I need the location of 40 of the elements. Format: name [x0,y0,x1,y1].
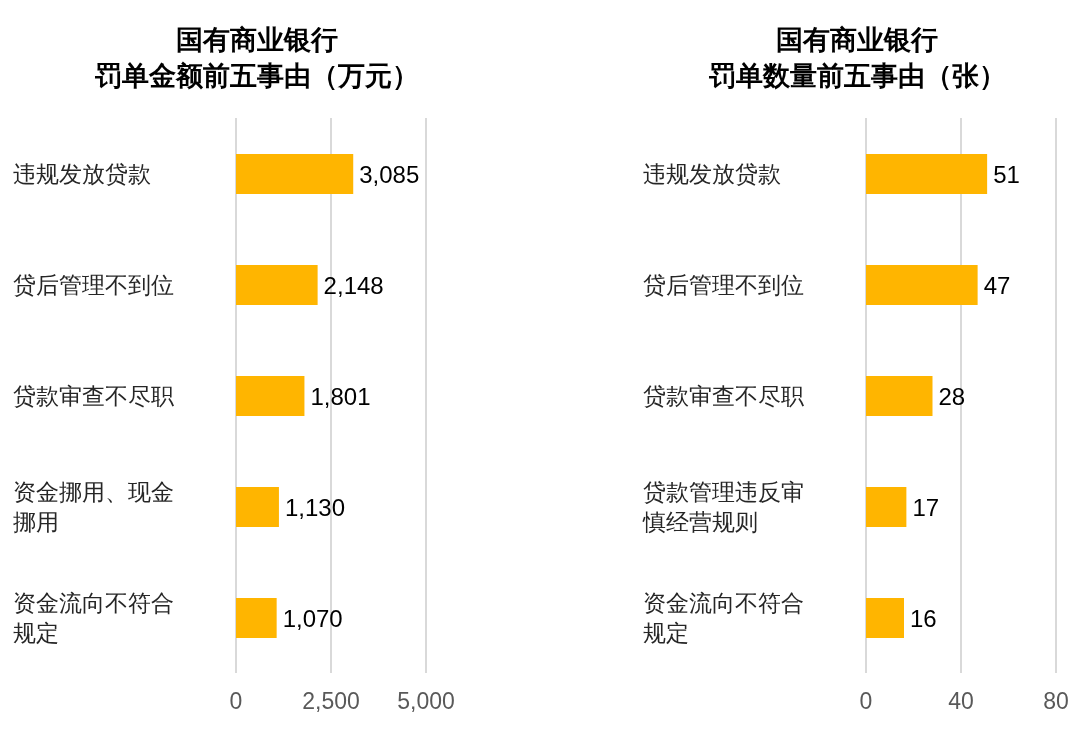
chart-title: 国有商业银行 [776,24,938,57]
data-label: 1,070 [282,604,343,632]
y-tick-label: 贷后管理不到位 [643,270,805,300]
x-tick-label: 80 [1043,688,1069,715]
y-tick-label: 违规发放贷款 [13,159,152,189]
x-tick-label: 0 [229,688,243,715]
y-tick-label: 资金流向不符合规定 [13,588,175,648]
bar [236,487,279,527]
bar [236,265,318,305]
data-label: 1,801 [310,382,371,410]
x-tick-label: 2,500 [302,688,360,715]
bar [866,265,978,305]
y-tick-label: 贷款审查不尽职 [643,381,805,411]
data-label: 1,130 [284,493,345,521]
chart-title: 国有商业银行 [176,24,338,57]
x-tick-label: 0 [859,688,873,715]
y-tick-label: 资金流向不符合规定 [643,588,805,648]
y-tick-label: 贷后管理不到位 [13,270,175,300]
bar [236,376,305,416]
data-label: 2,148 [323,271,384,299]
y-tick-label: 违规发放贷款 [643,159,782,189]
bar [866,154,988,194]
data-label: 47 [983,271,1011,299]
bar [236,598,277,638]
y-tick-label: 贷款审查不尽职 [13,381,175,411]
chart-subtitle: 罚单数量前五事由（张） [708,60,1006,93]
x-tick-label: 40 [948,688,974,715]
data-label: 28 [938,382,966,410]
bar [866,598,904,638]
data-label: 16 [910,604,937,632]
y-tick-label: 贷款管理违反审慎经营规则 [643,477,805,537]
data-label: 51 [993,160,1020,188]
data-label: 17 [912,493,940,521]
bar [236,154,354,194]
y-tick-label: 资金挪用、现金挪用 [13,477,175,537]
bar [866,376,933,416]
bar [866,487,907,527]
data-label: 3,085 [359,160,420,188]
x-tick-label: 5,000 [397,688,455,715]
chart-subtitle: 罚单金额前五事由（万元） [95,60,419,93]
